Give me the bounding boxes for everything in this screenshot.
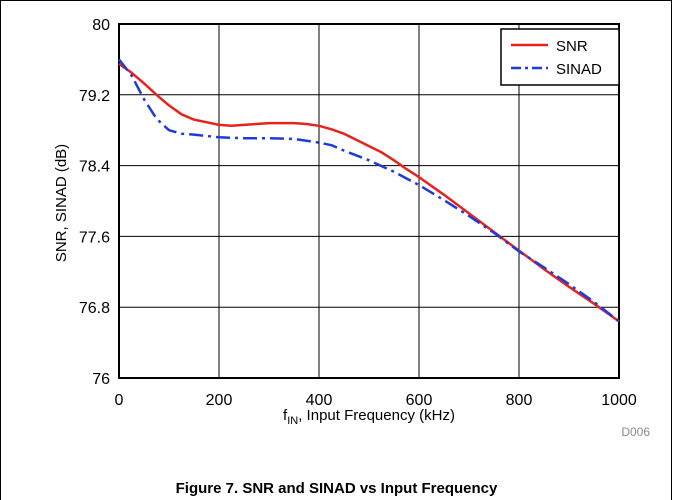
y-tick-label: 78.4 <box>79 159 110 176</box>
x-axis-label-rest: , Input Frequency (kHz) <box>298 407 455 424</box>
tick-labels: 0 200 400 600 800 1000 76 76.8 77.6 78.4 79.2 80 <box>79 17 637 409</box>
y-axis-label: SNR, SINAD (dB) <box>53 144 70 262</box>
series-line-sinad <box>118 58 620 323</box>
x-tick-label: 400 <box>306 392 333 409</box>
x-axis-label-main: f <box>283 407 288 424</box>
x-tick-label: 200 <box>206 392 233 409</box>
series-layer <box>118 58 620 323</box>
plot-border <box>118 23 620 379</box>
figure-code: D006 <box>621 425 650 439</box>
x-tick-label: 800 <box>506 392 533 409</box>
x-axis-label-subscript: IN <box>287 415 298 427</box>
figure-caption: Figure 7. SNR and SINAD vs Input Frequen… <box>175 480 498 497</box>
y-tick-label: 80 <box>92 17 110 34</box>
y-tick-label: 79.2 <box>79 88 110 105</box>
series-line-snr <box>118 62 620 323</box>
x-tick-label: 1000 <box>601 392 637 409</box>
legend-box <box>500 28 620 86</box>
legend: SNR SINAD <box>500 28 620 86</box>
legend-label-sinad: SINAD <box>556 61 602 78</box>
y-tick-label: 76.8 <box>79 300 110 317</box>
legend-label-snr: SNR <box>556 38 588 55</box>
snr-sinad-chart: 0 200 400 600 800 1000 76 76.8 77.6 78.4 79.2 80 SN… <box>53 17 650 439</box>
y-tick-label: 76 <box>92 371 110 388</box>
x-axis-label: fIN, Input Frequency (kHz) <box>283 407 455 427</box>
x-tick-label: 600 <box>406 392 433 409</box>
y-tick-label: 77.6 <box>79 229 110 246</box>
x-tick-label: 0 <box>115 392 124 409</box>
